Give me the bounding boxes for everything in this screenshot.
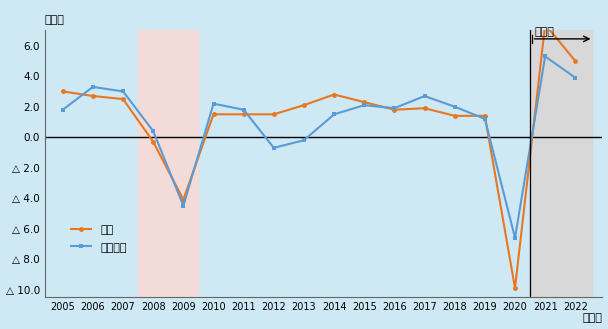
ユーロ圈 — [542, 54, 549, 58]
ユーロ圈 — [331, 112, 338, 116]
英国 — [391, 108, 398, 112]
ユーロ圈 — [451, 105, 458, 109]
英国 — [180, 198, 187, 202]
英国 — [361, 100, 368, 104]
ユーロ圈 — [180, 204, 187, 208]
英国 — [59, 89, 66, 93]
ユーロ圈 — [210, 102, 217, 106]
ユーロ圈 — [89, 85, 97, 89]
Text: 見通し: 見通し — [534, 27, 554, 38]
Bar — [138, 31, 198, 297]
英国 — [511, 286, 519, 290]
ユーロ圈 — [572, 76, 579, 80]
X-axis label: （年）: （年） — [582, 314, 603, 323]
ユーロ圈 — [481, 117, 488, 121]
英国 — [572, 59, 579, 63]
Line: 英国: 英国 — [60, 22, 578, 291]
英国 — [119, 97, 126, 101]
ユーロ圈 — [119, 89, 126, 93]
Bar — [530, 31, 592, 297]
英国 — [542, 22, 549, 26]
ユーロ圈 — [59, 108, 66, 112]
英国 — [210, 112, 217, 116]
英国 — [150, 140, 157, 144]
英国 — [481, 114, 488, 118]
ユーロ圈 — [150, 129, 157, 133]
英国 — [421, 106, 428, 110]
ユーロ圈 — [361, 103, 368, 107]
英国 — [89, 94, 97, 98]
Legend: 英国, ユーロ圈: 英国, ユーロ圈 — [67, 220, 131, 257]
ユーロ圈 — [511, 236, 519, 240]
英国 — [240, 112, 247, 116]
Text: （％）: （％） — [44, 15, 64, 25]
Line: ユーロ圈: ユーロ圈 — [60, 54, 578, 240]
ユーロ圈 — [240, 108, 247, 112]
ユーロ圈 — [421, 94, 428, 98]
ユーロ圈 — [270, 146, 277, 150]
英国 — [270, 112, 277, 116]
ユーロ圈 — [391, 106, 398, 110]
英国 — [331, 92, 338, 96]
英国 — [451, 114, 458, 118]
ユーロ圈 — [300, 138, 308, 142]
英国 — [300, 103, 308, 107]
